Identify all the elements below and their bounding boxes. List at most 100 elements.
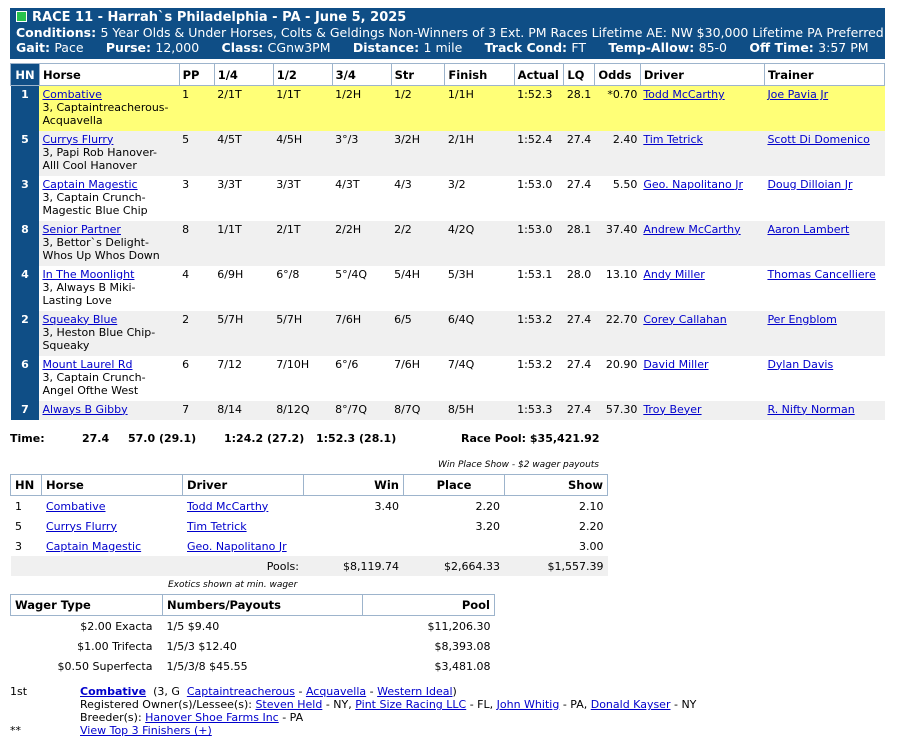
pedigree-line1: 3, Captain Crunch- (42, 190, 146, 204)
horse-link[interactable]: Currys Flurry (42, 132, 114, 146)
ex-pool: $3,481.08 (434, 659, 491, 673)
winner-horse-link[interactable]: Combative (80, 685, 147, 698)
driver-link[interactable]: Troy Beyer (643, 402, 702, 416)
trainer-link[interactable]: Aaron Lambert (767, 222, 850, 236)
top3-line: View Top 3 Finishers (+) (80, 724, 696, 737)
owner-link[interactable]: Pint Size Racing LLC (355, 698, 467, 711)
pools-label: Pools: (182, 556, 304, 576)
cell-q3: 4/3T (332, 175, 392, 221)
cell-lq: 28.1 (563, 220, 595, 266)
cell-odds: 13.10 (594, 265, 641, 311)
time-final: 1:52.3 (28.1) (316, 432, 397, 445)
cell-driver: Geo. Napolitano Jr (640, 175, 765, 221)
driver-link[interactable]: Tim Tetrick (187, 519, 247, 533)
driver-link[interactable]: Corey Callahan (643, 312, 727, 326)
ex-numbers: 1/5/3/8 $45.55 (166, 659, 248, 673)
table-row: 4 In The Moonlight 3, Always B Miki- Lasti… (10, 265, 885, 311)
trainer-link[interactable]: R. Nifty Norman (767, 402, 855, 416)
wps-horse: Combative (42, 496, 183, 517)
cell-q2: 5/7H (273, 310, 333, 356)
cell-horse: Squeaky Blue 3, Heston Blue Chip- Squeaky (39, 310, 180, 356)
ex-col-pool: Pool (362, 594, 495, 616)
driver-link[interactable]: Todd McCarthy (643, 88, 725, 101)
trainer-link[interactable]: Scott Di Domenico (767, 132, 870, 146)
horse-link[interactable]: Captain Magestic (46, 539, 142, 553)
wps-col-horse: Horse (41, 474, 183, 496)
damsire-link[interactable]: Western Ideal (377, 685, 453, 698)
owner-link[interactable]: John Whitig (496, 698, 560, 711)
track-label: Track Cond: (484, 40, 568, 55)
pedigree-line2: Squeaky (42, 338, 90, 352)
owners-line: Registered Owner(s)/Lessee(s): Steven He… (80, 698, 696, 711)
pedigree-line2: Lasting Love (42, 293, 112, 307)
col-trainer: Trainer (763, 63, 886, 86)
wps-show: 3.00 (579, 539, 604, 553)
cell-lq: 27.4 (563, 400, 595, 420)
cell-actual: 1:52.3 (514, 85, 564, 131)
conditions-row: Conditions: 5 Year Olds & Under Horses, … (16, 25, 884, 40)
horse-link[interactable]: In The Moonlight (42, 267, 135, 281)
cell-str: 5/4H (391, 265, 445, 311)
cell-pp: 4 (179, 265, 215, 311)
horse-link[interactable]: Currys Flurry (46, 519, 117, 533)
cell-q3: 1/2H (332, 85, 392, 131)
breeder-link[interactable]: Hanover Shoe Farms Inc (145, 711, 279, 724)
cell-str: 2/2 (391, 220, 445, 266)
cell-actual: 1:53.0 (514, 220, 564, 266)
driver-link[interactable]: Andrew McCarthy (643, 222, 741, 236)
cell-q2: 6°/8 (273, 265, 333, 311)
time-label: Time: (10, 432, 45, 445)
trainer-link[interactable]: Thomas Cancelliere (767, 267, 876, 281)
cell-q1: 7/12 (214, 355, 274, 401)
time-quarter: 27.4 (82, 432, 110, 445)
driver-link[interactable]: Geo. Napolitano Jr (643, 177, 743, 191)
trainer-link[interactable]: Doug Dilloian Jr (767, 177, 853, 191)
cell-driver: Troy Beyer (640, 400, 765, 420)
owner-location: - PA, (562, 698, 588, 711)
trainer-link[interactable]: Joe Pavia Jr (767, 88, 829, 101)
horse-link[interactable]: Mount Laurel Rd (42, 357, 133, 371)
ex-type: $0.50 Superfecta (57, 659, 153, 673)
view-top3-link[interactable]: View Top 3 Finishers (+) (80, 724, 212, 737)
horse-link[interactable]: Captain Magestic (42, 177, 138, 191)
wps-driver: Geo. Napolitano Jr (183, 536, 304, 556)
owner-link[interactable]: Steven Held (255, 698, 323, 711)
cell-hn: 1 (10, 85, 40, 131)
cell-trainer: Doug Dilloian Jr (764, 175, 885, 221)
ex-type: $1.00 Trifecta (77, 639, 153, 653)
pools-show: $1,557.39 (504, 556, 608, 576)
driver-link[interactable]: Andy Miller (643, 267, 705, 281)
dam-link[interactable]: Acquavella (305, 685, 367, 698)
cell-q2: 8/12Q (273, 400, 333, 420)
owner-link[interactable]: Donald Kayser (590, 698, 671, 711)
horse-link[interactable]: Always B Gibby (42, 402, 128, 416)
cell-pp: 5 (179, 130, 215, 176)
sire-link[interactable]: Captaintreacherous (186, 685, 295, 698)
driver-link[interactable]: Geo. Napolitano Jr (187, 539, 287, 553)
cell-trainer: Thomas Cancelliere (764, 265, 885, 311)
horse-link[interactable]: Combative (42, 88, 102, 101)
horse-link[interactable]: Squeaky Blue (42, 312, 118, 326)
pools-place: $2,664.33 (403, 556, 505, 576)
breeder-location: - PA (282, 711, 304, 724)
trainer-link[interactable]: Dylan Davis (767, 357, 834, 371)
pedigree-line2: Angel Ofthe West (42, 383, 139, 397)
driver-link[interactable]: David Miller (643, 357, 709, 371)
temp-label: Temp-Allow: (608, 40, 695, 55)
winner-details: Combative (3, G Captaintreacherous - Acq… (80, 685, 696, 737)
trainer-link[interactable]: Per Engblom (767, 312, 837, 326)
wps-hn: 3 (15, 539, 22, 553)
cell-q3: 5°/4Q (332, 265, 392, 311)
driver-link[interactable]: Tim Tetrick (643, 132, 703, 146)
table-row: 6 Mount Laurel Rd 3, Captain Crunch- Angel… (10, 355, 885, 401)
cell-str: 3/2H (391, 130, 445, 176)
ex-pool: $8,393.08 (434, 639, 491, 653)
col-driver: Driver (639, 63, 765, 86)
distance-label: Distance: (352, 40, 420, 55)
cell-q3: 2/2H (332, 220, 392, 266)
driver-link[interactable]: Todd McCarthy (187, 499, 269, 513)
cell-q1: 1/1T (214, 220, 274, 266)
results-header-row: HN Horse PP 1/4 1/2 3/4 Str Finish Actua… (10, 63, 886, 86)
horse-link[interactable]: Senior Partner (42, 222, 121, 236)
horse-link[interactable]: Combative (46, 499, 106, 513)
